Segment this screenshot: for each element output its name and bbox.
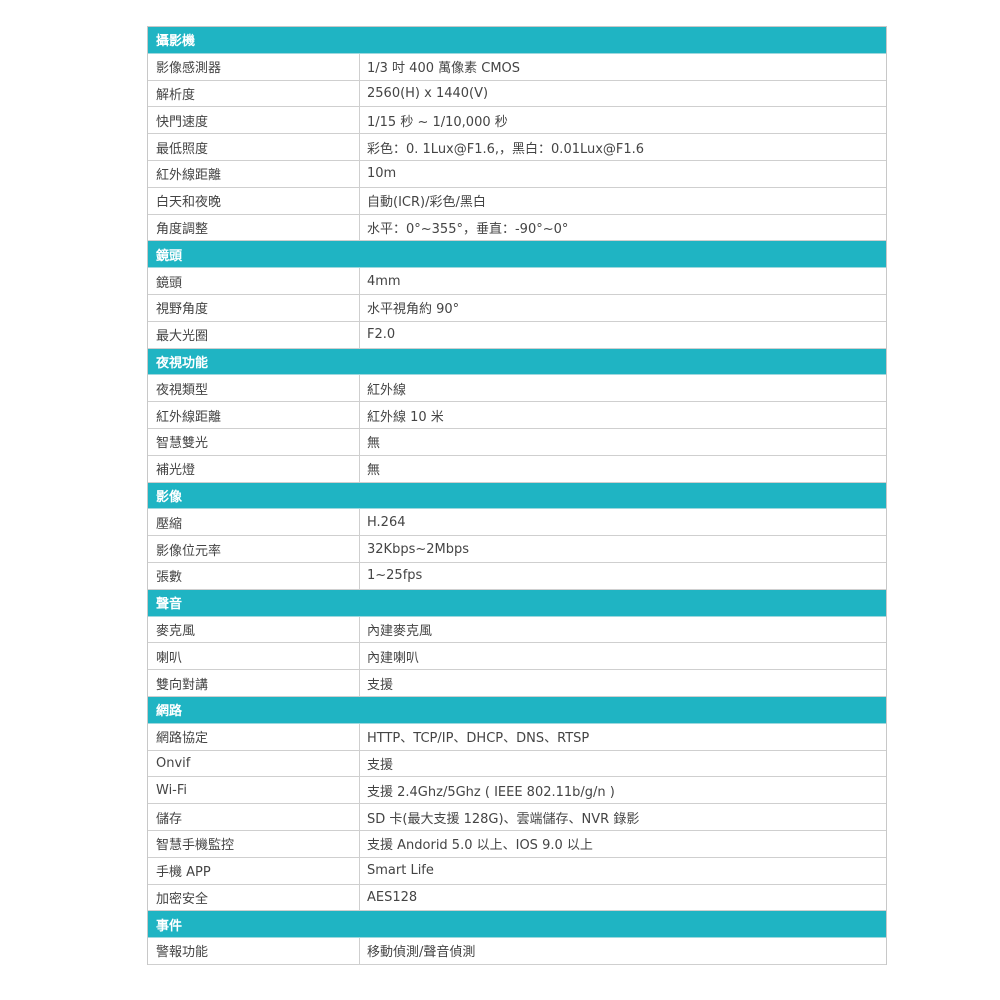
spec-label: 智慧雙光: [148, 428, 360, 455]
section-header: 攝影機: [148, 27, 886, 54]
spec-label: 白天和夜晚: [148, 187, 360, 214]
spec-value: 內建喇叭: [367, 650, 420, 666]
table-row: 雙向對講 支援: [148, 670, 886, 697]
spec-value: 10m: [367, 166, 397, 182]
table-row: 手機 APP Smart Life: [148, 857, 886, 885]
spec-label: 補光燈: [148, 455, 360, 482]
table-row: 智慧手機監控 支援 Andorid 5.0 以上、IOS 9.0 以上: [148, 830, 886, 858]
table-row: 影像位元率 32Kbps~2Mbps: [148, 536, 886, 563]
table-row: 網路協定 HTTP、TCP/IP、DHCP、DNS、RTSP: [148, 723, 886, 751]
table-row: 紅外線距離 10m: [148, 160, 886, 188]
spec-label: Onvif: [148, 750, 360, 777]
spec-value: F2.0: [367, 327, 396, 343]
spec-label: 紅外線距離: [148, 402, 360, 428]
spec-value: 1/3 吋 400 萬像素 CMOS: [367, 61, 521, 77]
spec-label: 最大光圈: [148, 321, 360, 348]
table-row: 壓縮 H.264: [148, 509, 886, 537]
spec-label: 雙向對講: [148, 670, 360, 696]
section-header: 鏡頭: [148, 241, 886, 269]
spec-label: 網路協定: [148, 723, 360, 750]
table-row: 解析度 2560(H) x 1440(V): [148, 80, 886, 108]
table-row: 麥克風 內建麥克風: [148, 616, 886, 644]
spec-label: Wi-Fi: [148, 777, 360, 804]
table-row: 喇叭 內建喇叭: [148, 643, 886, 671]
table-row: 夜視類型 紅外線: [148, 375, 886, 403]
table-row: 補光燈無: [148, 455, 886, 483]
spec-value: 支援: [367, 757, 394, 773]
spec-value: Smart Life: [367, 863, 434, 879]
spec-value: 1~25fps: [367, 568, 423, 584]
table-row: 張數 1~25fps: [148, 562, 886, 590]
spec-value: 支援: [367, 677, 394, 693]
section-header: 網路: [148, 696, 886, 724]
table-row: 角度調整 水平：0°~355°，垂直：-90°~0°: [148, 214, 886, 242]
table-row: 加密安全 AES128: [148, 884, 886, 912]
spec-value: 內建麥克風: [367, 623, 433, 639]
spec-label: 手機 APP: [148, 857, 360, 884]
spec-value: 2560(H) x 1440(V): [367, 85, 489, 101]
spec-label: 鏡頭: [148, 268, 360, 294]
table-row: 最大光圈 F2.0: [148, 321, 886, 349]
table-row: 鏡頭 4mm: [148, 268, 886, 295]
spec-value: H.264: [367, 514, 406, 530]
spec-label: 壓縮: [148, 509, 360, 536]
spec-value: 水平：0°~355°，垂直：-90°~0°: [367, 221, 569, 237]
spec-label: 張數: [148, 562, 360, 589]
spec-label: 快門速度: [148, 107, 360, 134]
spec-value: SD 卡(最大支援 128G)、雲端儲存、NVR 錄影: [367, 811, 640, 827]
spec-value: 紅外線 10 米: [367, 409, 444, 425]
spec-value: 4mm: [367, 273, 401, 289]
table-row: 儲存 SD 卡(最大支援 128G)、雲端儲存、NVR 錄影: [148, 804, 886, 831]
table-row: 最低照度 彩色：0. 1Lux@F1.6,，黑白：0.01Lux@F1.6: [148, 134, 886, 161]
spec-label: 角度調整: [148, 214, 360, 241]
spec-value: 支援 Andorid 5.0 以上、IOS 9.0 以上: [367, 838, 593, 854]
section-header: 事件: [148, 911, 886, 939]
spec-label: 解析度: [148, 80, 360, 107]
table-row: 警報功能 移動偵測/聲音偵測: [148, 938, 886, 965]
spec-label: 紅外線距離: [148, 160, 360, 187]
spec-table: 攝影機 影像感測器 1/3 吋 400 萬像素 CMOS 解析度 2560(H) x 1…: [147, 26, 887, 965]
spec-value: 無: [367, 463, 381, 479]
table-row: 白天和夜晚 自動(ICR)/彩色/黑白: [148, 187, 886, 215]
spec-label: 警報功能: [148, 938, 360, 964]
spec-label: 視野角度: [148, 294, 360, 321]
section-header: 影像: [148, 482, 886, 510]
table-row: 影像感測器 1/3 吋 400 萬像素 CMOS: [148, 53, 886, 81]
table-row: 快門速度 1/15 秒 ~ 1/10,000 秒: [148, 107, 886, 135]
spec-value: 無: [367, 436, 381, 452]
table-row: 智慧雙光無: [148, 428, 886, 456]
spec-label: 儲存: [148, 804, 360, 830]
spec-label: 加密安全: [148, 884, 360, 911]
table-row: Wi-Fi 支援 2.4Ghz/5Ghz ( IEEE 802.11b/g/n ): [148, 777, 886, 805]
section-header: 夜視功能: [148, 348, 886, 376]
spec-value: 自動(ICR)/彩色/黑白: [367, 195, 486, 211]
spec-value: 彩色：0. 1Lux@F1.6,，黑白：0.01Lux@F1.6: [367, 141, 645, 157]
table-row: 視野角度 水平視角約 90°: [148, 294, 886, 322]
spec-label: 智慧手機監控: [148, 830, 360, 857]
table-row: 紅外線距離 紅外線 10 米: [148, 402, 886, 429]
spec-label: 夜視類型: [148, 375, 360, 402]
spec-value: 32Kbps~2Mbps: [367, 541, 470, 557]
spec-value: HTTP、TCP/IP、DHCP、DNS、RTSP: [367, 731, 590, 747]
spec-value: 移動偵測/聲音偵測: [367, 945, 476, 961]
spec-label: 麥克風: [148, 616, 360, 643]
spec-value: 支援 2.4Ghz/5Ghz ( IEEE 802.11b/g/n ): [367, 784, 615, 800]
table-row: Onvif 支援: [148, 750, 886, 778]
spec-value: 1/15 秒 ~ 1/10,000 秒: [367, 114, 508, 130]
spec-value: 紅外線: [367, 382, 407, 398]
spec-value: AES128: [367, 889, 418, 905]
spec-value: 水平視角約 90°: [367, 302, 460, 318]
spec-label: 最低照度: [148, 134, 360, 160]
spec-label: 喇叭: [148, 643, 360, 670]
spec-label: 影像感測器: [148, 53, 360, 80]
section-header: 聲音: [148, 589, 886, 617]
spec-label: 影像位元率: [148, 536, 360, 562]
